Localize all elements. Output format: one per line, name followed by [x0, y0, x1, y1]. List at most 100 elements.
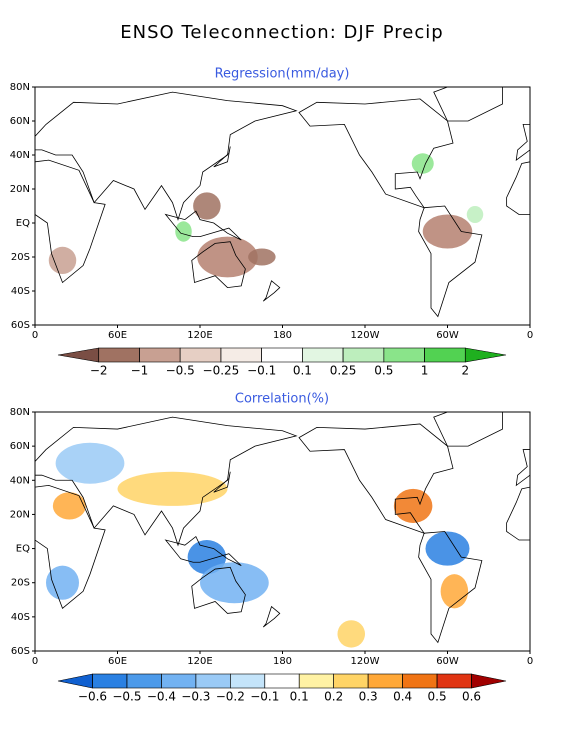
colorbar-label: −0.4 — [147, 690, 176, 704]
lon-label: 120W — [351, 656, 380, 667]
coastline — [262, 280, 281, 302]
shaded-region — [337, 620, 365, 648]
lat-label: 60S — [11, 320, 30, 331]
lat-label: 80N — [10, 407, 30, 418]
coastline — [515, 449, 530, 487]
coastline — [506, 486, 530, 541]
map-panel: Regression(mm/day) 80N 60N 40N 20N EQ 20S 40S 60… — [10, 67, 533, 378]
lat-label: EQ — [16, 544, 30, 555]
lon-label: 180 — [273, 656, 292, 667]
coastline — [35, 91, 298, 221]
colorbar-box — [342, 347, 385, 363]
coastline — [298, 98, 454, 209]
colorbar-label: 0.5 — [428, 690, 447, 704]
shaded-region — [200, 562, 269, 604]
colorbar-label: −0.5 — [166, 364, 195, 378]
lat-label: 20N — [10, 184, 30, 195]
colorbar-label: 0.3 — [359, 690, 378, 704]
coastline — [262, 605, 281, 628]
lat-label: 20N — [10, 509, 30, 520]
map-content — [35, 412, 530, 648]
colorbar-label: 2 — [461, 364, 469, 378]
colorbar-label: 0.1 — [293, 364, 312, 378]
lon-label: 180 — [273, 330, 292, 341]
coastline — [35, 416, 298, 547]
figure-title: ENSO Teleconnection: DJF Precip — [120, 22, 443, 43]
colorbar-label: −2 — [90, 364, 108, 378]
lat-label: 60S — [11, 646, 30, 657]
shaded-region — [466, 206, 484, 223]
colorbar-label: 0.25 — [330, 364, 357, 378]
lon-label: 0 — [32, 656, 38, 667]
shaded-region — [117, 471, 228, 506]
lon-label: 60W — [436, 656, 459, 667]
lon-label: 60E — [108, 330, 127, 341]
shaded-region — [48, 246, 77, 274]
lon-label: 120E — [187, 330, 212, 341]
panel-title: Correlation(%) — [235, 392, 329, 407]
coastline — [35, 159, 106, 284]
colorbar-label: −0.5 — [112, 690, 141, 704]
colorbar-box — [195, 673, 231, 689]
shaded-region — [425, 531, 470, 566]
colorbar-label: −0.2 — [216, 690, 245, 704]
colorbar-box — [264, 673, 300, 689]
colorbar-box — [179, 347, 222, 363]
colorbar-box — [126, 673, 162, 689]
shaded-region — [197, 236, 258, 278]
shaded-region — [175, 221, 192, 242]
coastline — [418, 205, 483, 318]
colorbar-box — [139, 347, 181, 363]
colorbar-label: 0.4 — [393, 690, 412, 704]
colorbar-label: −0.1 — [247, 364, 276, 378]
lon-label: 60E — [108, 656, 127, 667]
lon-label: 0 — [527, 330, 533, 341]
colorbar-label: 0.2 — [324, 690, 343, 704]
coastline — [213, 146, 231, 168]
coastline — [35, 484, 106, 609]
lat-label: 20S — [11, 252, 30, 263]
colorbar-box — [424, 347, 466, 363]
colorbar-box — [383, 347, 425, 363]
shaded-region — [193, 192, 221, 220]
shaded-region — [393, 488, 433, 523]
colorbar-box — [298, 673, 334, 689]
colorbar-box — [436, 673, 472, 689]
colorbar-box — [92, 673, 128, 689]
lat-label: 20S — [11, 578, 30, 589]
lat-label: 80N — [10, 82, 30, 93]
lat-label: 60N — [10, 116, 30, 127]
coastline — [213, 471, 231, 493]
colorbar-box — [333, 673, 369, 689]
shaded-region — [440, 574, 469, 609]
lon-label: 0 — [32, 330, 38, 341]
colorbar-label: 0.1 — [290, 690, 309, 704]
colorbar-box — [367, 673, 403, 689]
lat-label: 40S — [11, 286, 30, 297]
colorbar-box — [98, 347, 140, 363]
colorbar-label: 0.5 — [374, 364, 393, 378]
coastline — [433, 412, 503, 447]
coastline — [164, 210, 242, 241]
shaded-region — [422, 214, 473, 249]
coastline — [515, 124, 530, 161]
lat-label: 40S — [11, 612, 30, 623]
coastline — [164, 536, 242, 567]
colorbar-label: −0.1 — [250, 690, 279, 704]
colorbar-box — [261, 347, 303, 363]
panel-title: Regression(mm/day) — [215, 67, 350, 82]
shaded-region — [52, 492, 86, 520]
colorbar-box — [302, 347, 344, 363]
lon-label: 120W — [351, 330, 380, 341]
colorbar-label: −1 — [131, 364, 149, 378]
colorbar-label: 1 — [421, 364, 429, 378]
colorbar-box — [402, 673, 438, 689]
lon-label: 60W — [436, 330, 459, 341]
shaded-region — [55, 442, 125, 484]
coastline — [298, 423, 454, 534]
lat-label: 40N — [10, 150, 30, 161]
shaded-region — [46, 565, 79, 600]
